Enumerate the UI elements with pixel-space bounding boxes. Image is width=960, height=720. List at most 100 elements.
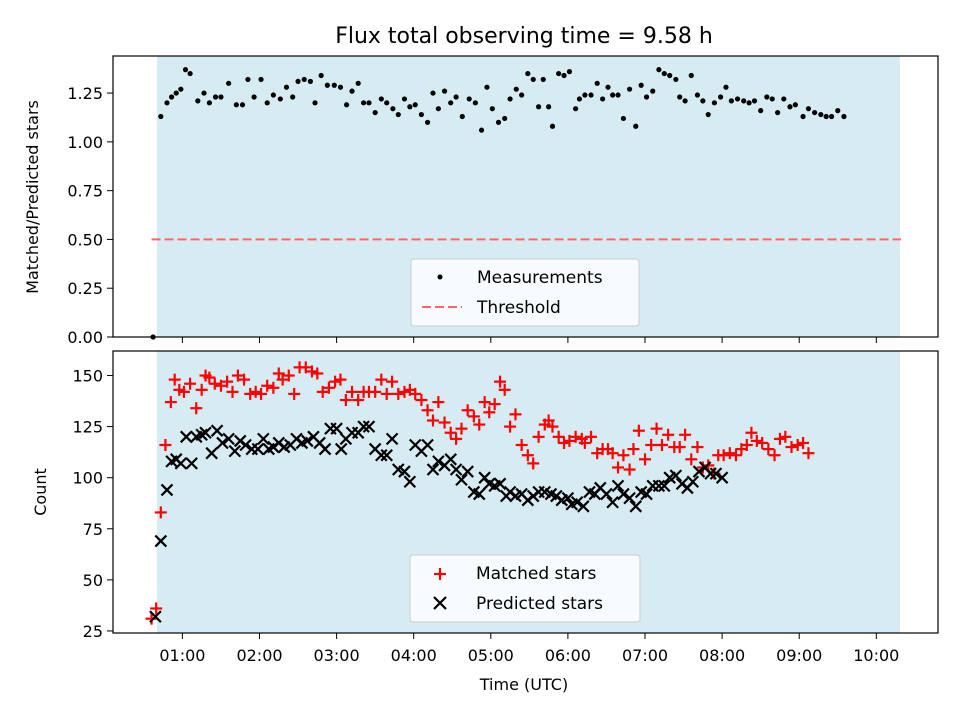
y-tick-label: 0.25: [67, 279, 103, 298]
measurement-point: [360, 100, 367, 106]
matched-star-point: [785, 441, 798, 454]
predicted-star-point: [629, 500, 643, 513]
legend-threshold-label: Threshold: [476, 298, 561, 318]
measurement-point: [290, 94, 296, 100]
matched-star-point: [421, 404, 434, 417]
matched-star-point: [267, 381, 280, 394]
y-tick-label: 125: [72, 418, 103, 437]
matched-star-point: [190, 402, 203, 415]
measurement-point: [448, 100, 454, 106]
top-x-axis-ticks: [181, 337, 877, 343]
measurement-point: [407, 104, 413, 110]
matched-star-point: [299, 361, 312, 374]
measurement-point: [164, 100, 170, 106]
matched-star-point: [578, 436, 591, 449]
matched-star-point: [558, 436, 571, 449]
measurement-point: [466, 96, 472, 102]
bottom-y-axis-ticks: 25 50 75 100 125 150: [72, 367, 113, 641]
matched-star-point: [717, 449, 730, 462]
matched-star-point: [455, 422, 468, 435]
measurement-point: [682, 98, 688, 104]
matched-star-point: [723, 447, 736, 460]
y-tick-label: 50: [83, 571, 103, 590]
measurement-point: [182, 67, 189, 73]
bottom-panel: 25 50 75 100 125 150 01:00 02:00 03:00 04:00 05:0…: [31, 350, 939, 694]
measurement-point: [478, 127, 485, 133]
matched-star-point: [438, 416, 451, 429]
y-tick-label: 1.25: [67, 84, 103, 103]
matched-star-point: [729, 449, 742, 462]
measurement-point: [667, 72, 673, 79]
matched-star-point: [444, 426, 457, 439]
predicted-star-point: [444, 453, 457, 466]
matched-star-point: [352, 394, 365, 407]
predicted-star-point: [398, 465, 411, 478]
measurement-point: [318, 72, 324, 79]
predicted-star-point: [577, 500, 590, 513]
measurement-point: [412, 102, 418, 108]
predicted-star-point: [472, 487, 486, 501]
predicted-star-point: [154, 534, 168, 548]
matched-star-point: [334, 373, 347, 386]
predicted-star-point: [692, 465, 706, 478]
matched-star-point: [375, 373, 388, 386]
predicted-star-point: [617, 487, 630, 501]
bottom-y-axis-label: Count: [31, 468, 50, 516]
matched-star-point: [606, 447, 619, 460]
matched-star-point: [791, 439, 804, 451]
measurement-point: [758, 108, 764, 114]
measurement-point: [168, 94, 175, 100]
matched-star-point: [509, 408, 522, 421]
matched-star-point: [623, 463, 636, 476]
measurement-point: [251, 94, 257, 100]
matched-star-point: [305, 365, 318, 378]
chart-title: Flux total observing time = 9.58 h: [335, 24, 713, 49]
measurement-point: [717, 94, 724, 100]
matched-star-point: [238, 373, 251, 386]
measurement-point: [656, 67, 662, 73]
measurement-point: [775, 109, 781, 116]
measurement-point: [355, 80, 361, 86]
matched-star-point: [779, 430, 792, 443]
x-tick-label: 06:00: [545, 646, 591, 665]
matched-star-point: [632, 424, 645, 437]
matched-star-point: [521, 449, 534, 462]
measurement-point: [424, 119, 431, 125]
measurement-point: [226, 80, 232, 86]
x-tick-label: 10:00: [853, 646, 899, 665]
predicted-star-point: [216, 436, 229, 450]
matched-star-point: [504, 420, 517, 433]
measurement-point: [673, 76, 679, 83]
bottom-x-axis-ticks: 01:00 02:00 03:00 04:00 05:00 06:00 07:00 08:00…: [159, 633, 899, 665]
measurement-point: [594, 80, 600, 86]
measurement-point: [264, 100, 270, 106]
measurement-point: [556, 70, 562, 77]
predicted-star-point: [174, 457, 188, 470]
measurement-point: [489, 106, 495, 112]
predicted-star-point: [432, 455, 445, 468]
matched-star-point: [773, 432, 786, 445]
top-legend: Measurements Threshold: [410, 258, 640, 327]
measurement-point: [638, 82, 644, 88]
top-y-axis-label: Matched/Predicted stars: [23, 100, 42, 294]
measurement-point: [459, 113, 465, 120]
measurement-point: [337, 84, 344, 90]
legend-measurements-label: Measurements: [477, 268, 603, 288]
measurement-point: [633, 123, 639, 129]
predicted-star-point: [334, 442, 348, 456]
matched-star-point: [691, 441, 704, 454]
predicted-star-point: [426, 463, 440, 476]
matched-star-point: [288, 387, 301, 400]
measurement-point: [384, 100, 390, 106]
measurement-point: [705, 111, 711, 118]
matched-star-point: [145, 612, 158, 625]
measurement-point: [513, 86, 519, 92]
measurement-point: [694, 92, 701, 98]
measurement-point: [430, 90, 436, 96]
measurement-point: [605, 84, 611, 90]
matched-star-point: [542, 414, 555, 427]
x-tick-label: 02:00: [236, 646, 282, 665]
matched-star-point: [226, 385, 239, 398]
predicted-star-point: [318, 442, 332, 456]
matched-star-point: [650, 422, 663, 435]
